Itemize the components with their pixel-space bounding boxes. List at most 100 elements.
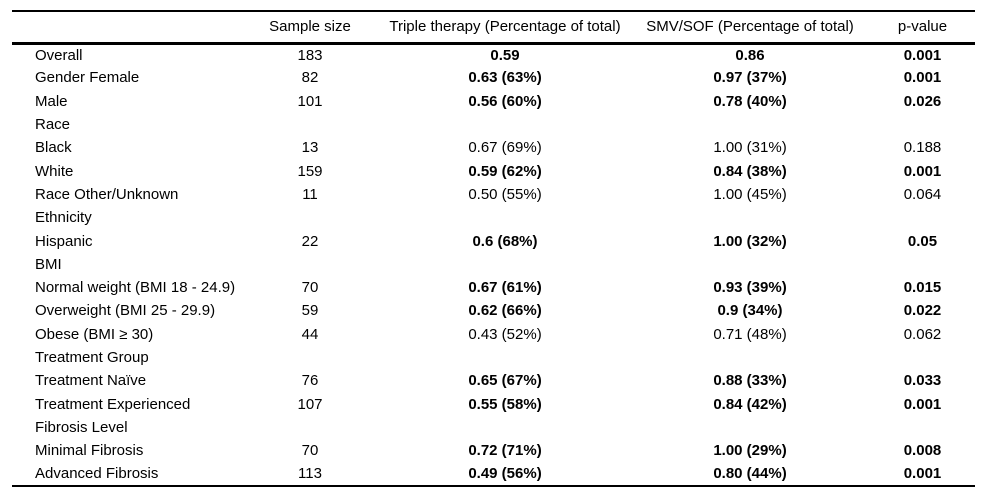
row-label: Black [35,139,72,157]
p-value-cell [870,113,975,136]
triple-therapy-cell: 0.67 (61%) [468,279,542,297]
smv-sof-cell: 0.84 (38%) [713,162,787,180]
smv-sof-cell: 0.9 (34%) [717,302,783,320]
smv-sof-cell: 0.78 (40%) [713,92,787,110]
triple-therapy-cell [380,346,630,369]
table-row: Race Other/Unknown 11 0.50 (55%) 1.00 (4… [12,183,975,206]
triple-therapy-cell [380,113,630,136]
sample-size-cell: 11 [302,185,318,203]
table-row: Minimal Fibrosis 70 0.72 (71%) 1.00 (29%… [12,439,975,462]
p-value-cell: 0.001 [903,464,942,482]
p-value-cell: 0.001 [903,162,942,180]
table-row: Obese (BMI ≥ 30) 44 0.43 (52%) 0.71 (48%… [12,323,975,346]
table-row: Male 101 0.56 (60%) 0.78 (40%) 0.026 [12,90,975,113]
table-row: White 159 0.59 (62%) 0.84 (38%) 0.001 [12,159,975,182]
row-label: Normal weight (BMI 18 - 24.9) [35,279,236,297]
row-label: Advanced Fibrosis [35,464,159,482]
triple-therapy-cell: 0.43 (52%) [468,325,542,343]
p-value-cell: 0.188 [903,139,942,157]
sample-size-cell: 59 [301,302,319,320]
sample-size-cell: 70 [301,442,319,460]
triple-therapy-cell [380,416,630,439]
p-value-cell: 0.008 [903,442,942,460]
header-p-value: p-value [897,18,948,36]
triple-therapy-cell: 0.49 (56%) [468,464,542,482]
header-triple-therapy: Triple therapy (Percentage of total) [389,18,621,36]
section-label: Ethnicity [35,209,92,227]
smv-sof-cell [630,206,870,229]
sample-size-cell: 101 [297,92,323,110]
sample-size-cell: 70 [301,279,319,297]
section-label: BMI [35,255,62,273]
table-row: Overweight (BMI 25 - 29.9) 59 0.62 (66%)… [12,299,975,322]
table-row: Treatment Experienced 107 0.55 (58%) 0.8… [12,392,975,415]
sample-size-cell: 183 [297,46,323,64]
section-label: Race [35,116,71,134]
row-label: Gender Female [35,69,140,87]
row-label: Minimal Fibrosis [35,442,144,460]
p-value-cell: 0.001 [903,69,942,87]
results-table-container: Sample size Triple therapy (Percentage o… [12,10,975,487]
triple-therapy-cell: 0.55 (58%) [468,395,542,413]
results-table: Sample size Triple therapy (Percentage o… [12,10,975,487]
section-label: Treatment Group [35,349,149,366]
smv-sof-cell: 0.71 (48%) [713,325,787,343]
row-label: Treatment Experienced [35,395,191,413]
row-label: Race Other/Unknown [35,185,179,203]
smv-sof-cell [630,416,870,439]
header-sample-size: Sample size [269,18,351,36]
sample-size-cell: 82 [301,69,319,87]
section-row: Race [12,113,975,136]
triple-therapy-cell: 0.62 (66%) [468,302,542,320]
table-row: Advanced Fibrosis 113 0.49 (56%) 0.80 (4… [12,462,975,485]
triple-therapy-cell: 0.63 (63%) [468,69,542,87]
triple-therapy-cell [380,253,630,276]
smv-sof-cell: 0.88 (33%) [713,372,787,390]
p-value-cell: 0.033 [903,372,942,390]
smv-sof-cell: 1.00 (45%) [713,185,787,203]
section-row: Treatment Group [12,346,975,369]
triple-therapy-cell [380,206,630,229]
triple-therapy-cell: 0.72 (71%) [468,442,542,460]
triple-therapy-cell: 0.59 [490,46,520,64]
smv-sof-cell: 1.00 (32%) [713,232,787,250]
smv-sof-cell [630,253,870,276]
sample-size-cell: 107 [297,395,323,413]
section-row: Ethnicity [12,206,975,229]
triple-therapy-cell: 0.65 (67%) [468,372,542,390]
row-label: Overweight (BMI 25 - 29.9) [35,302,216,320]
header-row: Sample size Triple therapy (Percentage o… [12,11,975,43]
smv-sof-cell [630,113,870,136]
p-value-cell [870,206,975,229]
sample-size-cell [240,113,380,136]
sample-size-cell: 76 [301,372,319,390]
table-row: Hispanic 22 0.6 (68%) 1.00 (32%) 0.05 [12,229,975,252]
row-label: Male [35,92,68,110]
section-row: Fibrosis Level [12,416,975,439]
table-row: Treatment Naïve 76 0.65 (67%) 0.88 (33%)… [12,369,975,392]
sample-size-cell [240,416,380,439]
section-label: Fibrosis Level [35,418,128,436]
triple-therapy-cell: 0.67 (69%) [468,139,542,157]
sample-size-cell: 113 [298,464,322,482]
smv-sof-cell [630,346,870,369]
p-value-cell: 0.001 [903,395,942,413]
table-row: Black 13 0.67 (69%) 1.00 (31%) 0.188 [12,136,975,159]
p-value-cell [870,346,975,369]
sample-size-cell [240,253,380,276]
p-value-cell: 0.064 [903,185,942,203]
p-value-cell: 0.062 [903,325,942,343]
smv-sof-cell: 0.80 (44%) [713,464,787,482]
row-label: Obese (BMI ≥ 30) [35,325,154,343]
smv-sof-cell: 0.84 (42%) [713,395,787,413]
smv-sof-cell: 0.86 [735,46,765,64]
row-label: White [35,162,74,180]
row-label: Treatment Naïve [35,372,147,390]
p-value-cell: 0.001 [903,46,942,64]
row-label: Hispanic [35,232,93,250]
table-row: Gender Female 82 0.63 (63%) 0.97 (37%) 0… [12,66,975,89]
header-row-label [12,11,240,43]
section-row: BMI [12,253,975,276]
sample-size-cell: 13 [301,139,319,157]
header-smv-sof: SMV/SOF (Percentage of total) [646,18,854,36]
